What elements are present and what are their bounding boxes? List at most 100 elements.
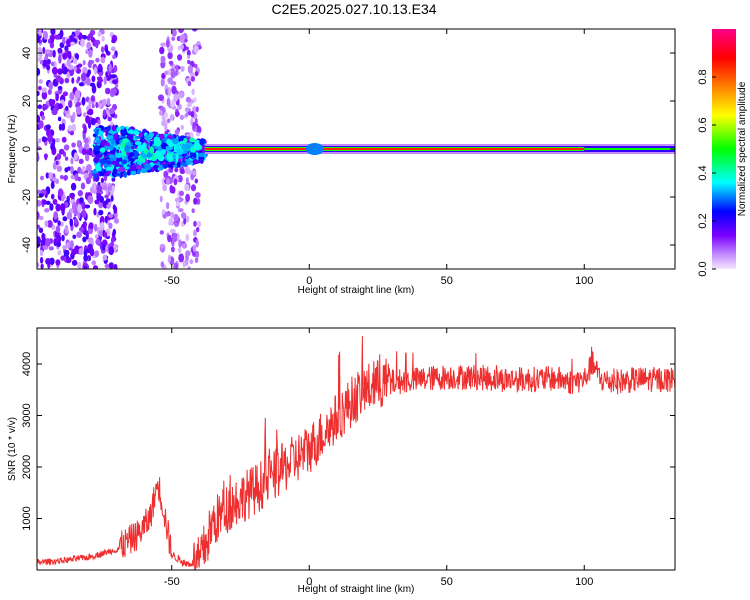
heatmap-cell (72, 234, 77, 239)
heatmap-cell (37, 146, 42, 151)
heatmap-cell (37, 90, 40, 97)
colorbar-tick-label: 0.4 (697, 165, 709, 180)
x-tick-label: 50 (441, 275, 453, 287)
heatmap-band-right-core (584, 148, 675, 150)
snr-data-point (419, 379, 420, 380)
heatmap-cell (171, 234, 178, 243)
heatmap-cell (55, 259, 61, 266)
heatmap-cell (72, 111, 76, 121)
heatmap-cell (47, 220, 53, 228)
heatmap-cell (70, 174, 75, 180)
y-tick-label: 1000 (21, 506, 33, 530)
heatmap-cell (51, 109, 58, 116)
heatmap-cell (95, 153, 103, 158)
snr-data-point (570, 382, 571, 383)
heatmap-cell (58, 54, 62, 64)
snr-data-point (378, 384, 379, 385)
heatmap-cell (194, 178, 199, 184)
heatmap-cell (187, 265, 191, 269)
heatmap-cell (185, 233, 190, 242)
snr-data-point (61, 560, 62, 561)
heatmap-cell (99, 172, 105, 176)
heatmap-cell (38, 193, 45, 198)
heatmap-cell (58, 123, 63, 131)
spectrogram-plot: -50 0 50 100 -40 -20 0 20 40 Height of straight … (7, 28, 676, 296)
heatmap-cell (85, 192, 89, 200)
heatmap-cell (111, 125, 116, 132)
heatmap-cell (192, 170, 197, 176)
heatmap-cell (104, 194, 109, 199)
heatmap-cell (57, 220, 61, 226)
heatmap-cell (107, 97, 111, 107)
heatmap-cell (70, 41, 76, 46)
heatmap-cell (110, 46, 116, 52)
heatmap-cell (164, 70, 168, 76)
heatmap-cell (68, 100, 73, 108)
heatmap-cell (108, 63, 112, 73)
spectrogram-marks (37, 29, 675, 269)
heatmap-cell (44, 208, 50, 213)
heatmap-cell (37, 35, 41, 43)
snr-data-point (592, 364, 593, 365)
heatmap-cell (37, 115, 41, 123)
heatmap-cell (87, 243, 93, 251)
heatmap-cell (41, 91, 48, 100)
heatmap-cell (93, 207, 97, 216)
heatmap-cell (99, 158, 107, 165)
heatmap-cell (108, 246, 115, 256)
heatmap-cell (201, 145, 206, 153)
snr-data-point (600, 379, 601, 380)
heatmap-cell (37, 154, 40, 162)
heatmap-cell (162, 184, 168, 192)
heatmap-cell (193, 141, 201, 150)
heatmap-cell (93, 145, 100, 152)
heatmap-cell (173, 178, 178, 186)
heatmap-cell (192, 121, 196, 130)
snr-data-point (254, 490, 255, 491)
heatmap-cell (82, 236, 87, 243)
heatmap-cell (38, 85, 42, 91)
spectrogram-x-axis-label: Height of straight line (km) (298, 285, 415, 296)
heatmap-cell (158, 94, 164, 101)
heatmap-cell (109, 121, 114, 127)
heatmap-cell (50, 193, 55, 200)
heatmap-cell (112, 168, 118, 176)
heatmap-cell (63, 144, 70, 151)
heatmap-cell (198, 156, 205, 161)
heatmap-cell (85, 164, 92, 173)
heatmap-cell (83, 254, 89, 262)
heatmap-cell (81, 165, 86, 173)
heatmap-cell (193, 220, 197, 227)
heatmap-cell (109, 107, 115, 115)
heatmap-cell (61, 123, 66, 131)
heatmap-cell (112, 54, 116, 59)
heatmap-cell (83, 137, 89, 144)
heatmap-cell (56, 241, 61, 248)
heatmap-cell (52, 177, 57, 182)
heatmap-cell (42, 46, 46, 55)
snr-series-line (37, 335, 675, 570)
heatmap-cell (134, 141, 142, 146)
heatmap-cell (45, 238, 51, 247)
heatmap-cell (50, 61, 55, 67)
heatmap-cell (113, 263, 118, 269)
heatmap-cell (121, 159, 128, 165)
heatmap-cell (200, 158, 204, 164)
heatmap-cell (189, 137, 196, 143)
heatmap-cell (193, 63, 198, 69)
heatmap-cell (126, 133, 134, 141)
heatmap-cell (77, 76, 81, 81)
heatmap-cell (57, 47, 63, 54)
heatmap-cell (104, 263, 110, 269)
heatmap-cell (57, 188, 64, 197)
heatmap-cell (182, 260, 186, 268)
y-tick-label: 0 (21, 146, 33, 152)
snr-data-point (501, 379, 502, 380)
heatmap-cell (94, 250, 100, 258)
heatmap-cell (173, 262, 177, 269)
heatmap-cell (61, 63, 65, 71)
heatmap-cell (110, 160, 118, 165)
heatmap-cell (185, 112, 189, 118)
x-tick-label: -50 (164, 275, 180, 287)
